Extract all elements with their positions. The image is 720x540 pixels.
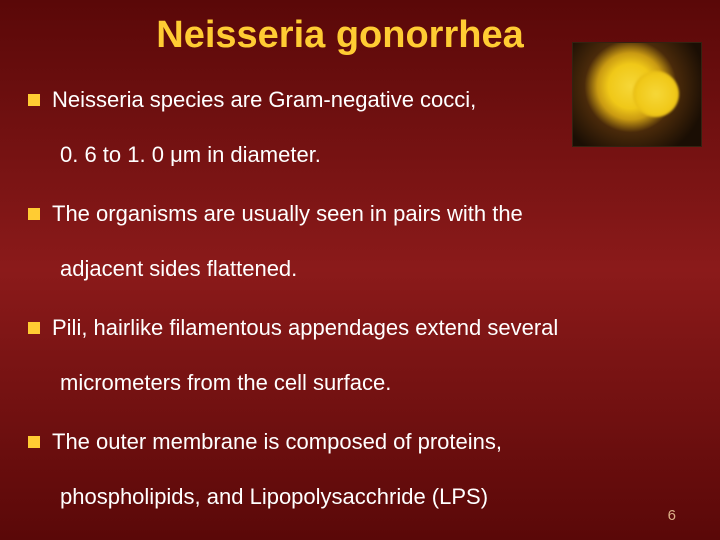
bullet-text: Pili, hairlike filamentous appendages ex… <box>52 311 692 344</box>
bullet-text: The outer membrane is composed of protei… <box>52 425 692 458</box>
bullet-icon <box>28 322 40 334</box>
bullet-icon <box>28 436 40 448</box>
bullet-text-cont: phospholipids, and Lipopolysacchride (LP… <box>28 480 692 513</box>
bullet-text-cont: micrometers from the cell surface. <box>28 366 692 399</box>
list-item: Pili, hairlike filamentous appendages ex… <box>28 311 692 399</box>
list-item: The organisms are usually seen in pairs … <box>28 197 692 285</box>
page-number: 6 <box>668 507 676 524</box>
bullet-text: The organisms are usually seen in pairs … <box>52 197 692 230</box>
bullet-text-cont: adjacent sides flattened. <box>28 252 692 285</box>
bullet-icon <box>28 94 40 106</box>
bullet-icon <box>28 208 40 220</box>
list-item: The outer membrane is composed of protei… <box>28 425 692 513</box>
microscopy-image <box>572 42 702 147</box>
slide-title: Neisseria gonorrhea <box>40 0 640 83</box>
bullet-list: Neisseria species are Gram-negative cocc… <box>0 83 720 513</box>
